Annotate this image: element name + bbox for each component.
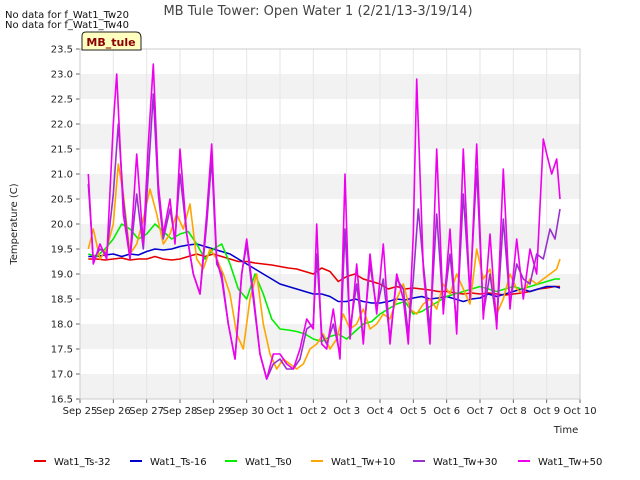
x-tick-label: Sep 27 [129, 406, 164, 417]
plot-band [80, 99, 580, 124]
plot-band [80, 124, 580, 149]
series-line-wat1-ts-16 [88, 243, 561, 304]
y-axis-title: Temperature (C) [9, 183, 20, 265]
plot-band [80, 274, 580, 299]
y-tick-label: 17.5 [51, 345, 73, 356]
site-badge: MB_tule [81, 31, 142, 51]
legend-label: Wat1_Tw+10 [331, 457, 395, 468]
legend-label: Wat1_Ts0 [245, 457, 292, 468]
series-line-wat1-ts-32 [88, 253, 560, 296]
y-tick-label: 17.0 [51, 370, 73, 381]
y-grid-ticks: 16.5 17.0 17.5 18.0 18.5 19.0 19.5 20.0 20.5 21.0… [51, 45, 80, 406]
x-tick-label: Oct 2 [300, 406, 327, 417]
legend-label: Wat1_Tw+30 [433, 457, 497, 468]
x-tick-label: Oct 8 [500, 406, 527, 417]
plot-band [80, 49, 580, 74]
plot-band [80, 149, 580, 174]
legend-label: Wat1_Ts-16 [150, 457, 207, 468]
x-tick-label: Sep 26 [96, 406, 131, 417]
series-line-wat1-tw-50 [87, 63, 561, 380]
y-tick-label: 21.5 [51, 145, 73, 156]
plot-band [80, 174, 580, 199]
series-lines [87, 63, 561, 380]
x-tick-label: Oct 7 [467, 406, 494, 417]
y-tick-label: 18.5 [51, 295, 73, 306]
x-tick-label: Oct 9 [533, 406, 560, 417]
y-tick-label: 23.5 [51, 45, 73, 56]
x-tick-label: Oct 4 [367, 406, 394, 417]
no-data-note-tw20: No data for f_Wat1_Tw20 [5, 10, 129, 21]
y-tick-label: 23.0 [51, 70, 73, 81]
series-line-wat1-tw-10 [87, 163, 561, 370]
y-tick-label: 20.0 [51, 220, 73, 231]
x-axis-title: Time [553, 425, 578, 436]
x-tick-label: Oct 3 [333, 406, 360, 417]
x-tick-label: Sep 28 [163, 406, 198, 417]
plot-band [80, 299, 580, 324]
x-tick-label: Oct 10 [563, 406, 596, 417]
y-tick-label: 21.0 [51, 170, 73, 181]
legend-label: Wat1_Ts-32 [54, 457, 111, 468]
plot-band [80, 374, 580, 399]
chart-title: MB Tule Tower: Open Water 1 (2/21/13-3/1… [163, 4, 472, 19]
y-tick-label: 20.5 [51, 195, 73, 206]
legend-label: Wat1_Tw+50 [538, 457, 602, 468]
x-tick-label: Oct 5 [400, 406, 427, 417]
x-tick-label: Sep 30 [229, 406, 264, 417]
plot-band [80, 249, 580, 274]
y-tick-label: 18.0 [51, 320, 73, 331]
x-tick-label: Oct 1 [267, 406, 294, 417]
plot-bands [80, 49, 580, 399]
y-tick-label: 19.5 [51, 245, 73, 256]
x-tick-label: Sep 25 [63, 406, 98, 417]
y-tick-label: 22.0 [51, 120, 73, 131]
plot-band [80, 349, 580, 374]
plot-band [80, 74, 580, 99]
site-badge-label: MB_tule [86, 36, 135, 49]
y-tick-label: 19.0 [51, 270, 73, 281]
plot-band [80, 199, 580, 224]
y-tick-label: 22.5 [51, 95, 73, 106]
x-tick-label: Sep 29 [196, 406, 231, 417]
legend: Wat1_Ts-32 Wat1_Ts-16 Wat1_Ts0 Wat1_Tw+10 Wa… [34, 457, 602, 468]
y-tick-label: 16.5 [51, 395, 73, 406]
no-data-note-tw40: No data for f_Wat1_Tw40 [5, 20, 129, 31]
plot-frame [79, 48, 581, 400]
x-tick-label: Oct 6 [433, 406, 460, 417]
